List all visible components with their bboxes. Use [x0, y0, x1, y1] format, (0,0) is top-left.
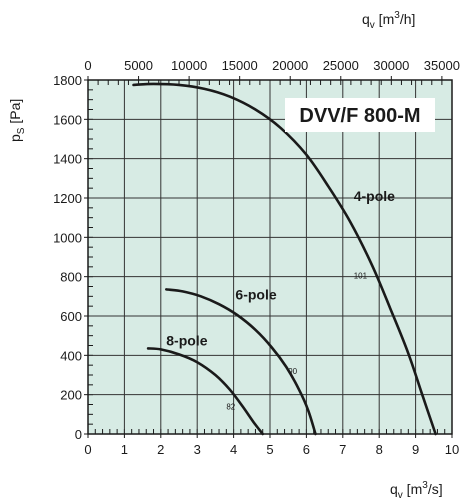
x2-tick-label: 0: [84, 58, 91, 73]
chart-title: DVV/F 800-M: [299, 105, 420, 127]
series-labels: 4-pole 101 6-pole 90 8-pole 82: [166, 188, 395, 411]
y-axis-title: pS [Pa]: [7, 99, 27, 142]
x2-tick-label: 20000: [272, 58, 308, 73]
x2-tick-label: 10000: [171, 58, 207, 73]
x2-tick-label: 30000: [373, 58, 409, 73]
x2-tick-label: 15000: [222, 58, 258, 73]
x-tick-label: 10: [445, 442, 459, 457]
y-tick-label: 1200: [53, 191, 82, 206]
x-axis-title: qv [m3/s]: [390, 480, 443, 500]
series-label-4-pole: 4-pole: [354, 188, 395, 204]
y-tick-label: 200: [60, 388, 82, 403]
performance-curves: [132, 82, 437, 436]
y-tick-labels: 0 200 400 600 800 1000 1200 1400 1600 1800: [53, 73, 82, 442]
y-tick-label: 1400: [53, 152, 82, 167]
series-label-6-pole: 6-pole: [235, 286, 276, 302]
efficiency-annotation-8-pole: 82: [226, 402, 235, 411]
x2-tick-label: 35000: [424, 58, 460, 73]
y-tick-label: 600: [60, 309, 82, 324]
x-tick-label: 9: [412, 442, 419, 457]
x2-axis-title: qv [m3/h]: [362, 10, 415, 31]
x-tick-label: 4: [230, 442, 237, 457]
x-tick-label: 7: [339, 442, 346, 457]
y-tick-label: 0: [75, 427, 82, 442]
series-line-6-pole: [165, 288, 317, 436]
x-tick-label: 1: [121, 442, 128, 457]
plot-frame: [84, 76, 453, 438]
x-tick-labels: 0 1 2 3 4 5 6 7 8 9 10: [84, 442, 459, 457]
y-tick-label: 800: [60, 270, 82, 285]
x2-tick-label: 5000: [124, 58, 153, 73]
chart-title-box: [285, 98, 435, 132]
x-tick-label: 2: [157, 442, 164, 457]
x-tick-label: 8: [376, 442, 383, 457]
efficiency-annotation-6-pole: 90: [288, 367, 297, 376]
x-tick-label: 5: [266, 442, 273, 457]
x2-tick-label: 25000: [323, 58, 359, 73]
x-tick-label: 3: [194, 442, 201, 457]
y-tick-label: 400: [60, 348, 82, 363]
series-line-8-pole: [146, 347, 264, 436]
x-tick-label: 6: [303, 442, 310, 457]
y-tick-label: 1000: [53, 230, 82, 245]
efficiency-annotation-4-pole: 101: [354, 272, 368, 281]
y-tick-label: 1800: [53, 73, 82, 88]
y-tick-label: 1600: [53, 112, 82, 127]
series-line-4-pole: [132, 82, 437, 436]
series-label-8-pole: 8-pole: [166, 333, 207, 349]
x2-tick-labels: 0 5000 10000 15000 20000 25000 30000 35000: [84, 58, 460, 73]
x-tick-label: 0: [84, 442, 91, 457]
